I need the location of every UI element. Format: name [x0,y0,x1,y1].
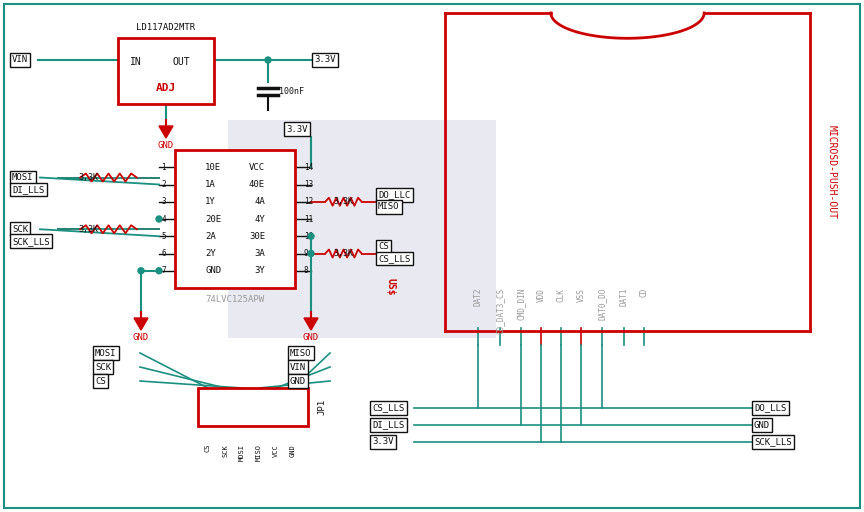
Text: MISO: MISO [256,444,262,461]
Text: 7: 7 [162,266,166,275]
Text: 2A: 2A [205,232,216,241]
Text: DI_LLS: DI_LLS [12,185,44,194]
Text: 3.3V: 3.3V [286,124,308,134]
Circle shape [308,250,314,257]
Text: CS: CS [378,242,389,251]
Text: 4A: 4A [254,197,265,206]
Text: 3.3V: 3.3V [372,437,393,446]
Text: VDD: VDD [537,288,545,302]
Text: ADJ: ADJ [156,83,176,93]
Text: CLK: CLK [556,288,566,302]
Text: CS: CS [205,444,211,453]
Text: 12: 12 [304,197,314,206]
Text: GND: GND [303,333,319,343]
Text: SCK: SCK [222,444,228,457]
Text: MISO: MISO [378,202,399,211]
Text: MOSI: MOSI [239,444,245,461]
Text: 3,3K: 3,3K [333,197,353,206]
Text: VIN: VIN [12,55,29,65]
Text: 3,3K: 3,3K [333,249,353,258]
Text: 10E: 10E [205,163,221,172]
Text: 1A: 1A [205,180,216,189]
Text: CS: CS [95,376,105,386]
Text: IN: IN [130,57,142,67]
Polygon shape [159,126,173,138]
Text: MISO: MISO [290,349,312,357]
Text: VCC: VCC [273,444,279,457]
Text: GND: GND [290,444,296,457]
Text: VCC: VCC [249,163,265,172]
Text: DO_LLC: DO_LLC [378,190,410,199]
Bar [198,388,308,426]
Polygon shape [304,318,318,330]
Text: 3: 3 [162,197,166,206]
Text: 2: 2 [162,180,166,189]
Text: 100nF: 100nF [279,87,304,96]
Text: CD: CD [639,288,649,297]
Text: 8: 8 [304,266,308,275]
Text: GND: GND [205,266,221,275]
Text: SCK: SCK [95,362,111,372]
Text: VSS: VSS [576,288,586,302]
Text: DI_LLS: DI_LLS [372,420,404,430]
Text: MICROSD-PUSH-OUT: MICROSD-PUSH-OUT [827,125,837,219]
Text: 10: 10 [304,232,314,241]
Text: SCK_LLS: SCK_LLS [754,437,791,446]
Text: 3.3V: 3.3V [314,55,335,65]
Text: 1Y: 1Y [205,197,216,206]
Text: 5: 5 [162,232,166,241]
Text: 2Y: 2Y [205,249,216,258]
Text: 13: 13 [304,180,314,189]
Text: 4Y: 4Y [254,215,265,224]
Text: OUT: OUT [172,57,190,67]
Text: 1: 1 [162,163,166,172]
Bar [228,120,496,338]
Text: 9: 9 [304,249,308,258]
Text: DAT2: DAT2 [473,288,482,307]
Text: VIN: VIN [290,362,306,372]
Text: MOSI: MOSI [12,173,34,182]
Text: GND: GND [158,141,174,151]
Text: 74LVC125APW: 74LVC125APW [206,295,264,305]
Text: LD117AD2MTR: LD117AD2MTR [137,24,195,32]
Text: MOSI: MOSI [95,349,117,357]
Polygon shape [134,318,148,330]
Text: 3Y: 3Y [254,266,265,275]
Text: 3,3K: 3,3K [78,225,98,234]
Circle shape [156,268,162,274]
Text: 3,3K: 3,3K [78,173,98,182]
Text: SCK: SCK [12,225,29,234]
Text: CS_LLS: CS_LLS [372,403,404,413]
Circle shape [265,57,271,63]
Text: CMD_DIN: CMD_DIN [517,288,525,321]
Text: GND: GND [133,333,149,343]
Circle shape [156,216,162,222]
Bar [118,38,214,104]
Text: CD_DAT3_CS: CD_DAT3_CS [495,288,505,334]
Bar [175,150,295,288]
Text: 6: 6 [162,249,166,258]
Circle shape [138,268,144,274]
Text: SCK_LLS: SCK_LLS [12,237,49,246]
Text: 20E: 20E [205,215,221,224]
Text: DAT0_DO: DAT0_DO [598,288,607,321]
Text: 4: 4 [162,215,166,224]
Text: 30E: 30E [249,232,265,241]
Text: 40E: 40E [249,180,265,189]
Text: CS_LLS: CS_LLS [378,254,410,263]
Text: DAT1: DAT1 [619,288,628,307]
Text: GND: GND [754,420,770,430]
Text: 11: 11 [304,215,314,224]
Text: US$: US$ [385,278,395,296]
Circle shape [308,233,314,239]
Text: DO_LLS: DO_LLS [754,403,786,413]
Text: JP1: JP1 [317,399,327,415]
Text: 14: 14 [304,163,314,172]
Text: 3A: 3A [254,249,265,258]
Text: GND: GND [290,376,306,386]
